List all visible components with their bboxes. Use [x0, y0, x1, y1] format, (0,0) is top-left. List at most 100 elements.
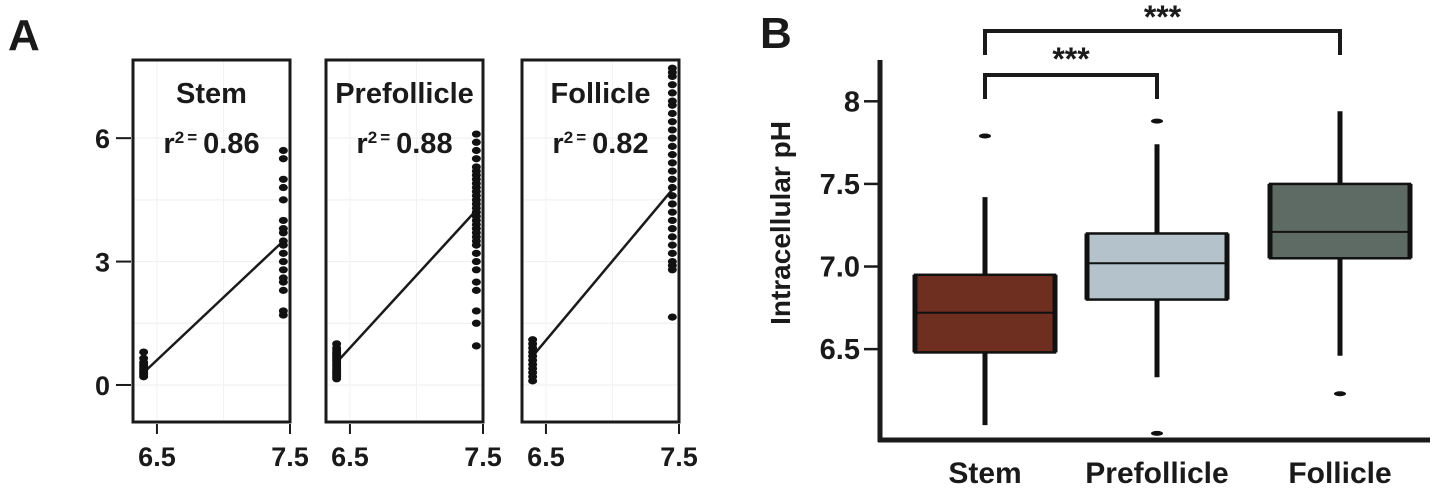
data-point — [667, 109, 677, 118]
box-follicle — [1267, 111, 1413, 397]
data-point — [667, 313, 677, 321]
panel-b-y-tick-label: 8 — [844, 86, 860, 118]
data-point — [667, 159, 677, 167]
regression-line — [335, 209, 478, 364]
data-point — [471, 138, 481, 146]
subplot-follicle: Follicle r2 = 0.82 6.5 7.5 — [520, 58, 698, 472]
x-tick-label: 6.5 — [527, 442, 565, 472]
significance-label: *** — [1144, 0, 1182, 35]
data-point — [278, 146, 288, 155]
x-category-label: Stem — [948, 457, 1021, 490]
data-point — [471, 130, 481, 138]
r-squared-equals: = — [576, 128, 586, 147]
data-point — [667, 241, 677, 249]
data-point — [667, 118, 677, 126]
data-point — [667, 126, 677, 134]
data-point — [278, 307, 288, 315]
data-point — [471, 286, 481, 294]
panel-b-label: B — [760, 9, 792, 58]
subplot-frame — [520, 58, 681, 424]
data-point — [667, 192, 677, 200]
data-point — [667, 175, 677, 183]
r-squared-superscript: 2 — [564, 128, 573, 147]
r-squared-label: r — [356, 128, 367, 160]
outlier-point — [1151, 430, 1163, 436]
data-point — [667, 233, 677, 241]
panel-a-label: A — [8, 11, 40, 60]
r-squared-value: 0.88 — [396, 128, 452, 160]
subplot-title: Follicle — [551, 78, 651, 110]
data-point — [139, 354, 149, 362]
data-point — [667, 167, 677, 175]
data-point — [667, 81, 677, 89]
data-point — [278, 274, 288, 282]
subplot-title: Prefollicle — [335, 78, 474, 110]
r-squared-annotation: r2 = 0.82 — [552, 128, 648, 160]
data-point — [278, 155, 288, 163]
r-squared-value: 0.82 — [592, 128, 648, 160]
outlier-point — [1334, 391, 1346, 397]
data-point — [278, 237, 288, 245]
data-point — [471, 266, 481, 274]
data-point — [667, 257, 677, 266]
data-point — [667, 200, 677, 208]
data-point — [471, 342, 481, 350]
significance-bracket — [983, 29, 1342, 55]
r-squared-superscript: 2 — [368, 128, 377, 147]
panel-b-significance: *** *** — [983, 0, 1342, 99]
data-point — [278, 216, 288, 225]
data-point — [667, 249, 677, 257]
x-tick-label: 7.5 — [660, 442, 698, 472]
panel-a-y-tick-label: 0 — [95, 371, 110, 401]
significance-bracket — [983, 73, 1159, 99]
panel-b-y-tick-label: 6.5 — [820, 334, 860, 366]
significance-label: *** — [1052, 41, 1090, 77]
data-point — [667, 208, 677, 216]
box-body — [1085, 232, 1229, 301]
panel-b-y-tick-label: 7.5 — [820, 169, 860, 201]
subplot-frame — [131, 58, 292, 424]
panel-b-y-tick-label: 7.0 — [820, 252, 860, 284]
panel-a-y-tick-label: 3 — [95, 248, 110, 278]
box-prefollicle — [1084, 118, 1230, 436]
regression-line — [531, 188, 674, 357]
r-squared-superscript: 2 — [175, 128, 184, 147]
panel-a-y-axis: 0 3 6 — [95, 124, 131, 401]
data-point — [667, 225, 677, 233]
panel-b-boxes — [912, 111, 1413, 436]
data-point — [471, 257, 481, 266]
x-tick-label: 7.5 — [464, 442, 502, 472]
data-point — [278, 249, 288, 257]
data-point — [667, 151, 677, 159]
outlier-point — [979, 133, 991, 139]
subplot-prefollicle: Prefollicle r2 = 0.88 6.5 7.5 — [324, 58, 502, 472]
outlier-point — [1151, 118, 1163, 124]
r-squared-equals: = — [380, 128, 390, 147]
data-point — [667, 89, 677, 97]
x-tick-label: 7.5 — [271, 442, 309, 472]
box-stem — [912, 133, 1058, 426]
data-point — [667, 216, 677, 225]
panel-b: B Intracellular pH 6.5 7.0 7.5 8 Stem Prefol… — [760, 0, 1430, 490]
data-point — [528, 336, 538, 344]
panel-b-y-ticks: 6.5 7.0 7.5 8 — [820, 86, 878, 366]
data-point — [667, 134, 677, 142]
data-point — [471, 278, 481, 286]
data-point — [667, 97, 677, 105]
data-point — [278, 196, 288, 204]
x-category-label: Prefollicle — [1085, 457, 1228, 490]
r-squared-annotation: r2 = 0.88 — [356, 128, 452, 160]
r-squared-equals: = — [187, 128, 197, 147]
data-point — [471, 249, 481, 257]
panel-a-y-tick-label: 6 — [95, 124, 110, 154]
data-point — [278, 183, 288, 192]
data-point — [332, 340, 342, 348]
data-point — [139, 348, 149, 356]
data-point — [278, 257, 288, 266]
data-point — [471, 146, 481, 155]
data-point — [471, 155, 481, 163]
data-point — [278, 175, 288, 183]
